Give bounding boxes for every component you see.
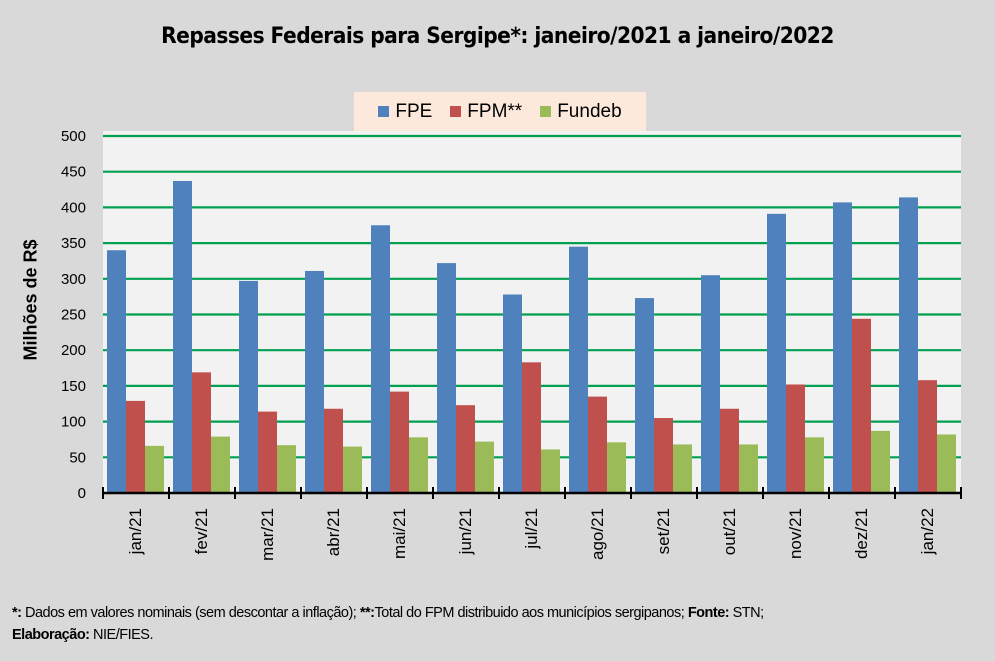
bar-fundeb-abr-21	[343, 446, 362, 493]
bar-fpm-out-21	[720, 408, 739, 493]
footnote-star-text: Dados em valores nominais (sem descontar…	[21, 605, 360, 621]
legend-item-fundeb: Fundeb	[540, 100, 622, 123]
x-tick-labels: jan/21 fev/21 mar/21 abr/21 mai/21 jun/21 jul/…	[126, 508, 937, 561]
bar-fpm-jan-22	[918, 380, 937, 493]
x-tick-label: mar/21	[258, 508, 277, 561]
bar-fpe-abr-21	[305, 270, 324, 493]
bar-fpm-mai-21	[390, 391, 409, 493]
bar-fpm-abr-21	[324, 408, 343, 493]
bar-fpe-set-21	[635, 298, 654, 493]
legend-item-fpm: FPM**	[450, 101, 522, 123]
y-tick-labels: 0 50 100 150 200 250 300 350 400 450 500	[61, 128, 86, 502]
legend-label-fpe: FPE	[395, 100, 433, 122]
bar-fpm-set-21	[654, 418, 673, 493]
bar-fundeb-nov-21	[805, 437, 824, 493]
footnote-author-text: NIE/FIES.	[89, 627, 153, 643]
footnote-source-text: STN;	[729, 605, 765, 621]
bar-fpe-mar-21	[239, 280, 258, 493]
y-tick-label: 350	[61, 235, 86, 252]
bar-fpm-jun-21	[456, 405, 475, 493]
legend-label-fundeb: Fundeb	[557, 100, 622, 122]
legend-label-fpm: FPM**	[467, 100, 523, 122]
y-tick-label: 100	[61, 414, 86, 431]
y-tick-label: 300	[61, 271, 86, 288]
x-tick-label: jun/21	[456, 508, 475, 555]
x-tick-label: nov/21	[786, 508, 805, 559]
bar-fundeb-mar-21	[277, 445, 296, 493]
y-tick-label: 500	[61, 128, 86, 145]
bar-fpe-jun-21	[437, 263, 456, 493]
bar-fpe-jul-21	[503, 294, 522, 493]
x-tick-label: jul/21	[522, 508, 541, 550]
y-tick-label: 250	[61, 307, 86, 324]
bar-fpe-fev-21	[173, 180, 192, 493]
footnote-author-label: Elaboração:	[12, 627, 90, 643]
bar-fpm-jan-21	[126, 400, 145, 493]
y-tick-label: 150	[61, 378, 86, 395]
bar-fundeb-jan-22	[937, 434, 956, 493]
bar-fpe-dez-21	[833, 202, 852, 494]
x-tick-label: jan/22	[918, 508, 937, 555]
x-tick-label: dez/21	[852, 508, 871, 559]
bar-fundeb-dez-21	[871, 430, 890, 493]
footnote-dstar-label: **:	[359, 605, 375, 621]
bars	[107, 180, 956, 494]
footnote-star-label: *:	[12, 605, 22, 621]
bar-fpe-jan-22	[899, 197, 918, 494]
bar-fundeb-ago-21	[607, 442, 626, 493]
footnote: *: Dados em valores nominais (sem descon…	[12, 602, 764, 646]
bar-fpe-nov-21	[767, 213, 786, 494]
bar-fpe-jan-21	[107, 250, 126, 493]
bar-fpe-ago-21	[569, 246, 588, 493]
bar-fpm-nov-21	[786, 384, 805, 493]
bar-fundeb-mai-21	[409, 437, 428, 493]
legend-swatch-fundeb	[540, 106, 552, 117]
x-tick-label: mai/21	[390, 508, 409, 559]
bar-fundeb-set-21	[673, 444, 692, 493]
x-axis	[102, 487, 962, 499]
bar-fpe-mai-21	[371, 225, 390, 493]
bar-fpm-ago-21	[588, 396, 607, 493]
bar-fundeb-jan-21	[145, 445, 164, 493]
bar-fundeb-fev-21	[211, 436, 230, 493]
bar-fpe-out-21	[701, 275, 720, 493]
x-tick-label: set/21	[654, 508, 673, 554]
footnote-dstar-text: Total do FPM distribuido aos municípios …	[374, 605, 688, 621]
x-tick-label: jan/21	[126, 508, 145, 555]
bar-fpm-mar-21	[258, 411, 277, 493]
x-tick-label: ago/21	[588, 508, 607, 560]
footnote-source-label: Fonte:	[687, 605, 730, 621]
legend-swatch-fpm	[450, 106, 462, 117]
x-tick-label: fev/21	[192, 508, 211, 554]
x-tick-label: out/21	[720, 508, 739, 555]
bar-fpm-dez-21	[852, 318, 871, 493]
bar-fundeb-jun-21	[475, 441, 494, 493]
x-tick-label: abr/21	[324, 508, 343, 556]
bar-fundeb-out-21	[739, 444, 758, 493]
legend: FPE FPM** Fundeb	[354, 92, 646, 131]
legend-item-fpe: FPE	[378, 101, 432, 123]
legend-swatch-fpe	[378, 106, 390, 117]
y-tick-label: 50	[69, 449, 86, 466]
chart-title: Repasses Federais para Sergipe*: janeiro…	[161, 24, 834, 49]
y-tick-label: 0	[78, 485, 86, 502]
bar-fpm-fev-21	[192, 372, 211, 493]
y-tick-label: 400	[61, 199, 86, 216]
bar-fpm-jul-21	[522, 362, 541, 493]
y-tick-label: 200	[61, 342, 86, 359]
bar-fundeb-jul-21	[541, 449, 560, 493]
y-tick-label: 450	[61, 164, 86, 181]
